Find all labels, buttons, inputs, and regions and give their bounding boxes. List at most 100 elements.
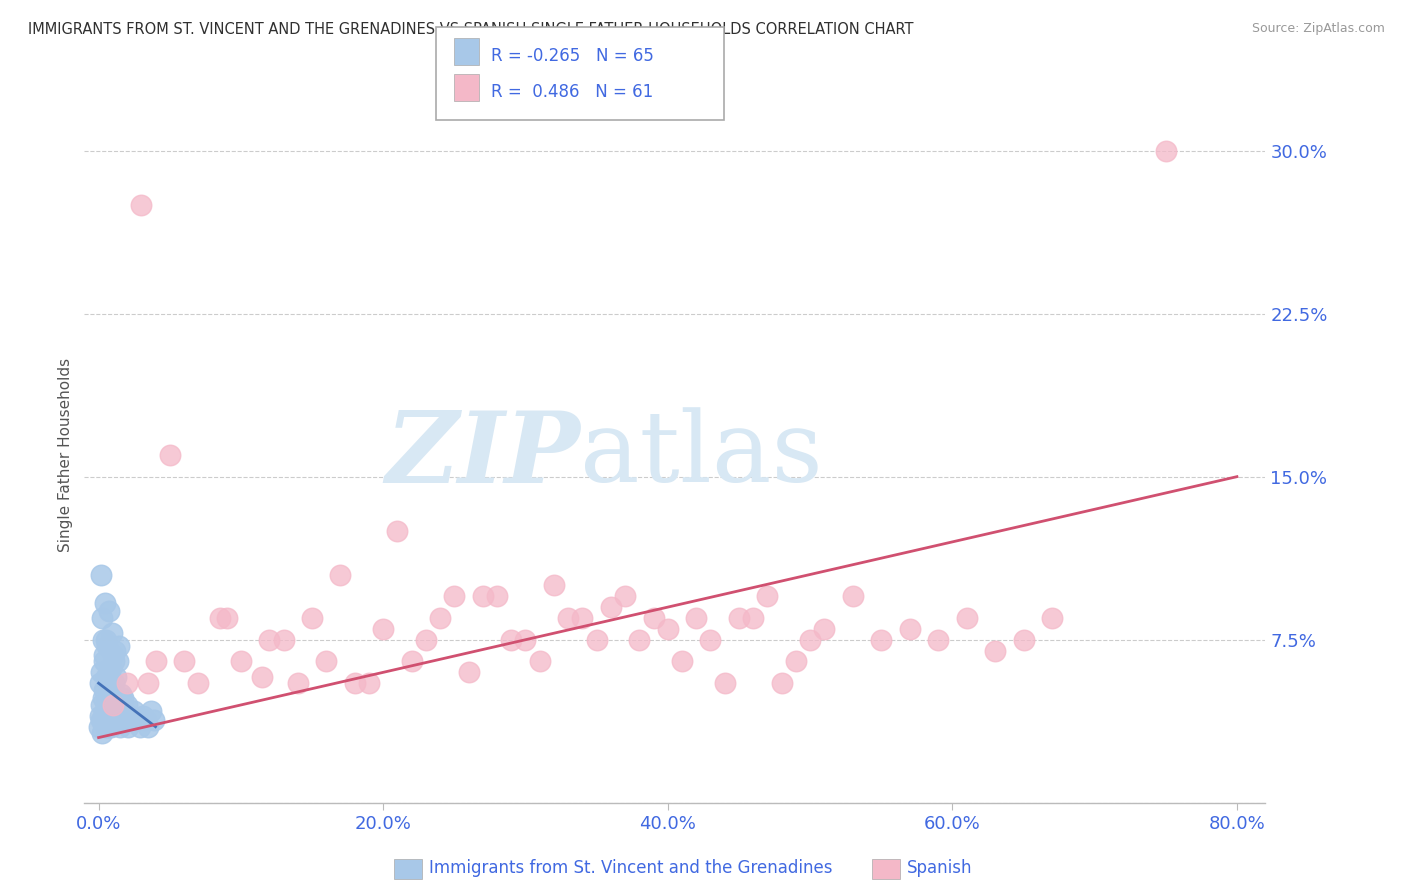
Point <box>614 589 637 603</box>
Point <box>742 611 765 625</box>
Point <box>501 632 523 647</box>
Point <box>117 720 139 734</box>
Point <box>415 632 437 647</box>
Point <box>138 720 160 734</box>
Point <box>100 687 122 701</box>
Point <box>229 655 252 669</box>
Point <box>108 639 131 653</box>
Point <box>100 661 122 675</box>
Point <box>91 691 114 706</box>
Point <box>89 720 111 734</box>
Point <box>94 720 117 734</box>
Point <box>90 665 112 680</box>
Point <box>107 698 129 712</box>
Text: atlas: atlas <box>581 407 823 503</box>
Point <box>173 655 195 669</box>
Point <box>955 611 977 625</box>
Point <box>984 643 1007 657</box>
Point <box>373 622 395 636</box>
Point <box>159 448 181 462</box>
Text: IMMIGRANTS FROM ST. VINCENT AND THE GRENADINES VS SPANISH SINGLE FATHER HOUSEHOL: IMMIGRANTS FROM ST. VINCENT AND THE GREN… <box>28 22 914 37</box>
Point <box>813 622 835 636</box>
Point <box>471 589 494 603</box>
Text: ZIP: ZIP <box>385 407 581 503</box>
Point <box>96 639 118 653</box>
Point <box>101 648 124 662</box>
Point <box>252 670 274 684</box>
Point <box>357 676 380 690</box>
Point <box>105 670 128 684</box>
Point <box>93 655 115 669</box>
Y-axis label: Single Father Households: Single Father Households <box>58 358 73 552</box>
Point <box>90 698 112 712</box>
Point <box>97 691 120 706</box>
Point <box>98 713 121 727</box>
Point <box>128 720 150 734</box>
Point <box>100 720 122 734</box>
Point <box>93 682 115 697</box>
Point <box>671 655 693 669</box>
Point <box>1154 144 1177 158</box>
Point <box>101 626 124 640</box>
Point <box>515 632 537 647</box>
Point <box>145 655 167 669</box>
Point <box>91 632 114 647</box>
Point <box>103 655 125 669</box>
Point <box>699 632 721 647</box>
Point <box>387 524 409 538</box>
Point <box>1040 611 1063 625</box>
Point <box>90 713 112 727</box>
Point <box>842 589 865 603</box>
Point <box>287 676 309 690</box>
Point <box>96 632 118 647</box>
Text: Source: ZipAtlas.com: Source: ZipAtlas.com <box>1251 22 1385 36</box>
Point <box>112 705 135 719</box>
Point <box>756 589 779 603</box>
Point <box>401 655 423 669</box>
Point <box>115 676 138 690</box>
Point <box>101 705 124 719</box>
Point <box>799 632 821 647</box>
Point <box>96 711 118 725</box>
Point <box>103 676 125 690</box>
Point <box>343 676 366 690</box>
Point <box>115 698 138 712</box>
Point <box>107 655 129 669</box>
Point <box>131 708 153 723</box>
Point <box>125 713 148 727</box>
Point <box>329 567 352 582</box>
Point <box>315 655 337 669</box>
Point <box>927 632 949 647</box>
Point <box>104 705 127 719</box>
Point <box>111 691 134 706</box>
Point <box>485 589 508 603</box>
Point <box>138 676 160 690</box>
Point <box>215 611 238 625</box>
Point <box>94 670 117 684</box>
Point <box>122 705 145 719</box>
Text: Immigrants from St. Vincent and the Grenadines: Immigrants from St. Vincent and the Gren… <box>429 859 832 877</box>
Point <box>571 611 593 625</box>
Point <box>101 698 124 712</box>
Point <box>785 655 807 669</box>
Point <box>870 632 893 647</box>
Point <box>108 720 131 734</box>
Point <box>143 713 166 727</box>
Point <box>585 632 607 647</box>
Point <box>94 596 117 610</box>
Point <box>529 655 551 669</box>
Point <box>97 676 120 690</box>
Point <box>97 720 120 734</box>
Point <box>91 726 114 740</box>
Point <box>94 705 117 719</box>
Point <box>685 611 707 625</box>
Point <box>93 648 115 662</box>
Point <box>429 611 451 625</box>
Point <box>141 705 163 719</box>
Point <box>120 713 142 727</box>
Point <box>543 578 565 592</box>
Point <box>208 611 231 625</box>
Point <box>118 708 141 723</box>
Point <box>713 676 735 690</box>
Point <box>301 611 323 625</box>
